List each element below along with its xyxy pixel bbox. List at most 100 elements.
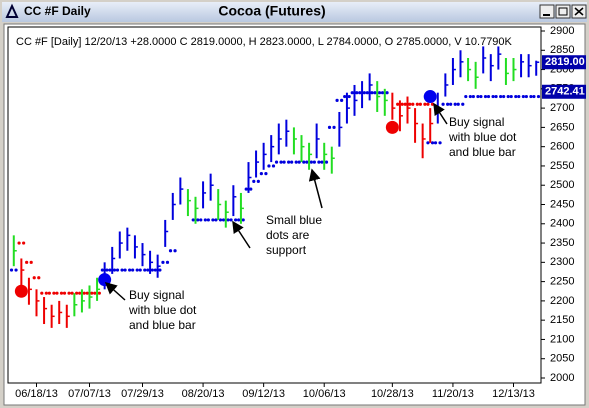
annotation: support <box>266 243 307 257</box>
y-tick-label: 2900 <box>550 25 574 37</box>
support-dot <box>123 268 127 272</box>
support-dot <box>517 94 521 99</box>
resistance-dot <box>97 291 101 295</box>
y-tick-label: 2350 <box>550 237 574 249</box>
support-dot <box>446 102 450 106</box>
resistance-dot <box>90 291 94 295</box>
support-dot <box>120 268 124 272</box>
support-dot <box>173 249 177 253</box>
support-dot <box>358 91 362 95</box>
resistance-dot <box>400 102 404 106</box>
annotation: with blue dot <box>128 303 197 317</box>
support-dot <box>317 160 321 164</box>
resistance-dot <box>418 102 422 106</box>
support-dot <box>430 141 435 145</box>
support-dot <box>165 260 170 264</box>
support-dot <box>267 164 271 168</box>
resistance-dot <box>17 241 21 245</box>
support-dot <box>168 249 173 253</box>
support-dot <box>320 160 324 164</box>
price-tag <box>542 55 586 70</box>
resistance-dot <box>67 291 71 295</box>
support-dot <box>196 218 200 222</box>
support-dot <box>370 91 374 95</box>
resistance-dot <box>403 102 407 106</box>
support-dot <box>468 94 472 99</box>
support-dot <box>191 218 195 222</box>
support-dot <box>483 94 488 99</box>
signal-dot <box>98 273 112 287</box>
support-dot <box>264 172 268 176</box>
plot: 2000 2050 2100 2150 2200 2250 2300 2350 2400 2450… <box>9 25 586 400</box>
support-dot <box>218 218 223 222</box>
support-dot <box>234 218 238 222</box>
resistance-dot <box>93 291 97 295</box>
support-dot <box>153 268 157 272</box>
support-dot <box>287 160 291 164</box>
support-dot <box>259 172 263 176</box>
minimize-button[interactable] <box>539 4 555 19</box>
annotations: Buy signal with blue dot and blue bar Sm… <box>128 115 517 332</box>
resistance-dot <box>430 102 435 106</box>
support-dot <box>14 268 18 272</box>
support-dot <box>143 268 147 272</box>
support-dot <box>158 268 162 272</box>
chart-area <box>3 23 586 406</box>
y-tick-label: 2300 <box>550 256 574 268</box>
support-dot <box>324 160 329 164</box>
support-dot <box>494 94 498 99</box>
support-dot <box>335 98 339 102</box>
y-tick-label: 2050 <box>550 353 574 365</box>
resistance-dot <box>62 291 67 295</box>
resistance-dot <box>44 291 48 295</box>
support-dot <box>309 160 313 164</box>
x-tick-label: 11/20/13 <box>432 388 474 400</box>
annotation: with blue dot <box>448 130 517 144</box>
support-dot <box>514 94 518 99</box>
resistance-dot <box>25 260 29 264</box>
support-dot <box>365 91 369 95</box>
price-tag-label: 2819.00 <box>545 56 585 68</box>
support-dot <box>486 94 491 99</box>
support-dot <box>161 260 165 264</box>
resistance-dot <box>85 291 89 295</box>
support-dot <box>297 160 301 164</box>
resistance-dot <box>59 291 64 295</box>
support-dot <box>532 94 536 99</box>
support-dot <box>506 94 510 99</box>
support-dot <box>100 268 104 272</box>
support-dot <box>355 91 359 95</box>
resistance-dot <box>52 291 56 295</box>
support-dot <box>146 268 150 272</box>
support-dot <box>302 160 306 164</box>
support-dot <box>150 268 154 272</box>
support-dot <box>438 141 442 145</box>
support-dot <box>479 94 483 99</box>
resistance-dot <box>82 291 86 295</box>
support-dot <box>343 94 347 99</box>
annotation: and blue bar <box>449 145 516 159</box>
y-tick-label: 2700 <box>550 102 574 114</box>
support-dot <box>203 218 207 222</box>
support-dot <box>237 218 241 222</box>
arrow <box>433 102 448 125</box>
support-dot <box>380 91 385 95</box>
support-dot <box>441 102 445 106</box>
maximize-button[interactable] <box>555 4 571 19</box>
support-dot <box>471 94 475 99</box>
support-dot <box>294 160 298 164</box>
support-dot <box>453 102 457 106</box>
resistance-dot <box>55 291 59 295</box>
y-tick-label: 2450 <box>550 198 574 210</box>
support-dot <box>502 94 506 99</box>
y-tick-label: 2850 <box>550 44 574 56</box>
x-tick-label: 10/28/13 <box>371 388 414 400</box>
support-dot <box>461 102 465 106</box>
price-tag <box>542 84 586 99</box>
support-dot <box>305 160 309 164</box>
support-dot <box>108 268 112 272</box>
support-dot <box>350 91 354 95</box>
support-dot <box>252 179 256 183</box>
